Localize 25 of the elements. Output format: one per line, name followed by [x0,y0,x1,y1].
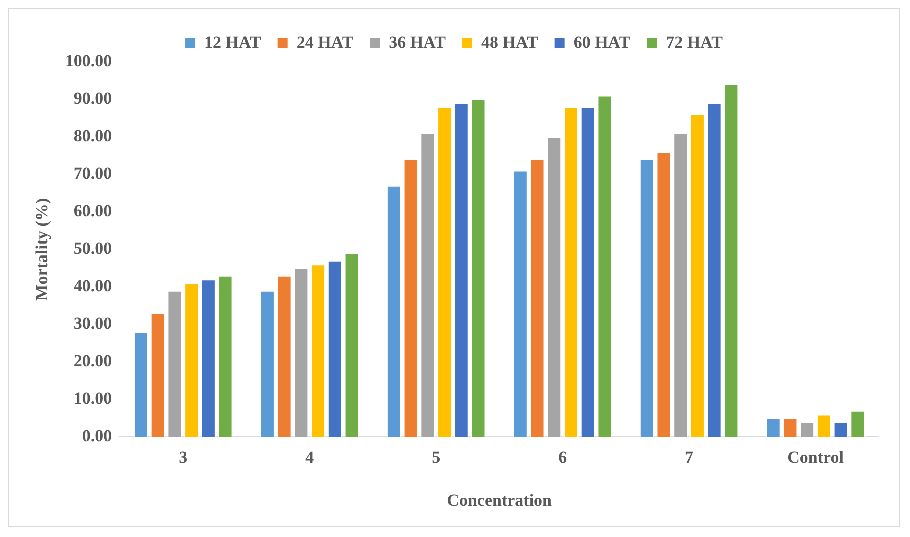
y-axis-title: Mortality (%) [32,198,52,301]
legend-label: 36 HAT [389,32,447,52]
x-tick-label: 3 [179,448,188,467]
y-tick-label: 20.00 [74,352,112,371]
y-tick-label: 10.00 [74,389,112,408]
x-tick-label: 5 [432,448,441,467]
y-tick-label: 100.00 [65,51,112,70]
legend-label: 72 HAT [666,32,724,52]
x-axis-title: Concentration [447,491,553,510]
y-tick-label: 80.00 [74,126,112,146]
legend-label: 24 HAT [296,32,354,52]
x-tick-label: Control [788,448,844,467]
x-tick-label: 7 [685,448,694,467]
y-tick-label: 50.00 [74,238,112,258]
y-tick-label: 70.00 [74,164,112,183]
y-tick-label: 0.00 [82,426,112,446]
legend-label: 48 HAT [482,32,539,52]
y-tick-label: 30.00 [74,314,112,334]
legend-label: 60 HAT [574,32,632,52]
legend-label: 12 HAT [204,32,262,52]
y-tick-label: 60.00 [74,201,112,220]
x-tick-label: 4 [306,448,315,467]
x-tick-label: 6 [558,448,568,467]
y-tick-label: 40.00 [74,276,112,296]
y-tick-label: 90.00 [74,88,112,108]
